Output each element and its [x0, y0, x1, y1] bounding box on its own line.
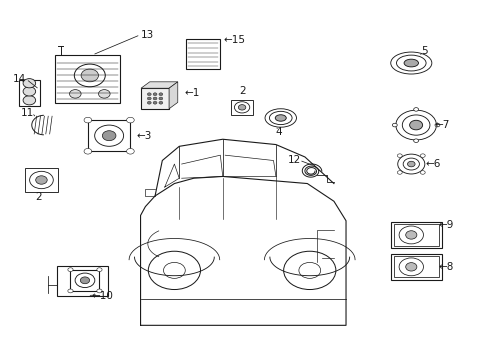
Circle shape [147, 93, 151, 96]
Circle shape [434, 123, 439, 127]
Circle shape [84, 117, 92, 123]
Text: 5: 5 [421, 46, 427, 56]
Polygon shape [169, 82, 178, 109]
Text: 13: 13 [140, 30, 154, 40]
Circle shape [407, 161, 414, 167]
Circle shape [420, 171, 425, 174]
Circle shape [159, 93, 163, 96]
Circle shape [153, 93, 157, 96]
Text: 4: 4 [274, 127, 281, 137]
Circle shape [126, 148, 134, 154]
Text: 12: 12 [287, 155, 301, 165]
Text: ←10: ←10 [91, 291, 113, 301]
Text: 14: 14 [12, 74, 26, 84]
Circle shape [397, 171, 402, 174]
Polygon shape [141, 88, 169, 109]
Text: 11: 11 [20, 108, 34, 118]
Circle shape [420, 154, 425, 157]
Circle shape [69, 90, 81, 98]
Circle shape [238, 105, 245, 110]
Text: ←15: ←15 [223, 35, 245, 45]
Ellipse shape [275, 115, 285, 121]
Text: ←9: ←9 [438, 220, 453, 230]
Text: ←3: ←3 [136, 131, 151, 141]
Circle shape [409, 120, 422, 130]
Circle shape [23, 96, 36, 105]
Circle shape [68, 268, 73, 271]
Circle shape [153, 101, 157, 104]
Circle shape [97, 289, 102, 293]
Text: 2: 2 [36, 192, 42, 202]
Circle shape [159, 101, 163, 104]
Circle shape [126, 117, 134, 123]
Ellipse shape [405, 231, 416, 239]
Circle shape [413, 139, 418, 143]
Circle shape [81, 69, 98, 82]
Text: ←8: ←8 [438, 262, 453, 272]
Ellipse shape [405, 263, 416, 271]
Circle shape [147, 97, 151, 100]
Circle shape [97, 268, 102, 271]
Circle shape [153, 97, 157, 100]
Circle shape [80, 277, 89, 284]
Text: ←6: ←6 [425, 159, 440, 169]
Circle shape [84, 148, 92, 154]
Circle shape [98, 90, 110, 98]
Circle shape [23, 87, 36, 96]
Circle shape [23, 78, 36, 88]
Text: ←1: ←1 [183, 88, 199, 98]
Circle shape [413, 108, 418, 111]
Circle shape [102, 131, 116, 141]
Circle shape [159, 97, 163, 100]
Circle shape [397, 154, 402, 157]
Circle shape [68, 289, 73, 293]
Text: ←7: ←7 [434, 120, 449, 130]
Circle shape [391, 123, 396, 127]
Circle shape [147, 101, 151, 104]
Circle shape [36, 176, 47, 184]
Text: 2: 2 [238, 86, 245, 96]
Ellipse shape [403, 59, 418, 67]
Polygon shape [141, 82, 178, 88]
